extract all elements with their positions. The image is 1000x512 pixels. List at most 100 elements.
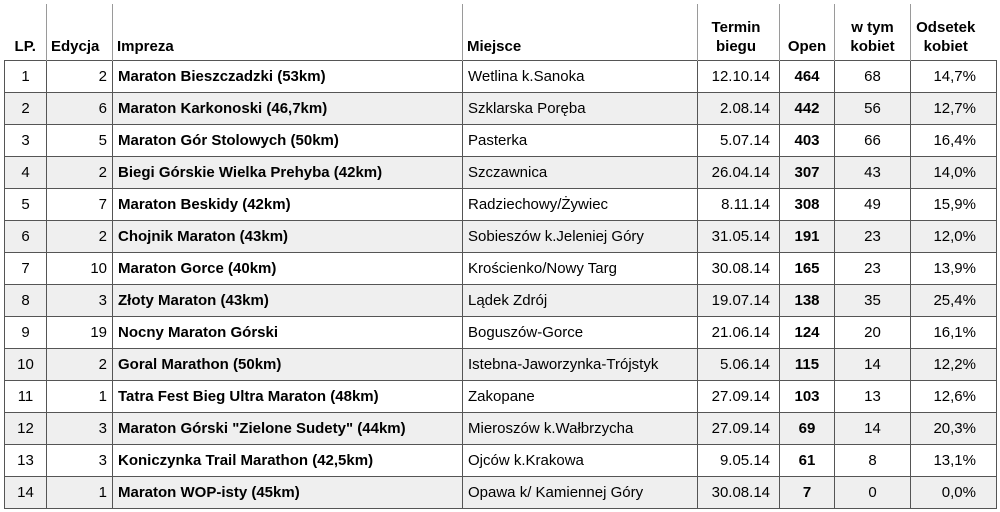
table-cell: 8: [4, 284, 47, 317]
table-cell: 13,9%: [910, 252, 997, 285]
table-row: 7 10 Maraton Gorce (40km) Krościenko/Nowy T…: [4, 252, 997, 285]
table-cell: 308: [779, 188, 835, 221]
table-cell: Ojców k.Krakowa: [462, 444, 698, 477]
table-cell: 31.05.14: [697, 220, 780, 253]
table-cell: 0: [834, 476, 911, 509]
table-cell: 138: [779, 284, 835, 317]
table-cell: Maraton WOP-isty (45km): [112, 476, 463, 509]
table-cell: 19.07.14: [697, 284, 780, 317]
table-cell: 191: [779, 220, 835, 253]
table-cell: 16,4%: [910, 124, 997, 157]
table-cell: 1: [4, 60, 47, 93]
table-cell: Boguszów-Gorce: [462, 316, 698, 349]
table-cell: 2: [46, 156, 113, 189]
column-header: w tym kobiet: [834, 4, 911, 61]
table-cell: Mieroszów k.Wałbrzycha: [462, 412, 698, 445]
table-cell: 4: [4, 156, 47, 189]
table-cell: 16,1%: [910, 316, 997, 349]
table-cell: 49: [834, 188, 911, 221]
table-cell: 9.05.14: [697, 444, 780, 477]
table-cell: 1: [46, 380, 113, 413]
table-cell: 14,0%: [910, 156, 997, 189]
table-cell: 20,3%: [910, 412, 997, 445]
table-row: 11 1 Tatra Fest Bieg Ultra Maraton (48km) Z…: [4, 380, 997, 413]
table-cell: 5.07.14: [697, 124, 780, 157]
table-cell: 21.06.14: [697, 316, 780, 349]
table-cell: 61: [779, 444, 835, 477]
table-cell: Zakopane: [462, 380, 698, 413]
table-cell: 9: [4, 316, 47, 349]
table-cell: 20: [834, 316, 911, 349]
results-table: LP. Edycja Impreza Miejsce Termin biegu Open w…: [4, 4, 997, 509]
table-cell: 19: [46, 316, 113, 349]
table-cell: Lądek Zdrój: [462, 284, 698, 317]
table-cell: 3: [46, 284, 113, 317]
table-cell: 13,1%: [910, 444, 997, 477]
table-cell: 103: [779, 380, 835, 413]
table-row: 9 19 Nocny Maraton Górski Boguszów-Gorce 21.…: [4, 316, 997, 349]
table-cell: Złoty Maraton (43km): [112, 284, 463, 317]
table-cell: Krościenko/Nowy Targ: [462, 252, 698, 285]
table-cell: 2: [4, 92, 47, 125]
column-header: Impreza: [112, 4, 463, 61]
table-cell: 12,2%: [910, 348, 997, 381]
table-cell: Szklarska Poręba: [462, 92, 698, 125]
table-cell: 403: [779, 124, 835, 157]
table-cell: Maraton Bieszczadzki (53km): [112, 60, 463, 93]
table-cell: Szczawnica: [462, 156, 698, 189]
table-cell: 12,7%: [910, 92, 997, 125]
column-header: LP.: [14, 38, 36, 55]
table-row: 10 2 Goral Marathon (50km) Istebna-Jaworzyn…: [4, 348, 997, 381]
table-cell: 2: [46, 348, 113, 381]
table-cell: 10: [4, 348, 47, 381]
table-cell: 464: [779, 60, 835, 93]
table-cell: 5.06.14: [697, 348, 780, 381]
table-cell: 7: [779, 476, 835, 509]
table-cell: 14: [4, 476, 47, 509]
table-cell: 442: [779, 92, 835, 125]
table-cell: Maraton Beskidy (42km): [112, 188, 463, 221]
table-cell: 23: [834, 252, 911, 285]
table-row: 13 3 Koniczynka Trail Marathon (42,5km) Ojc…: [4, 444, 997, 477]
table-cell: 66: [834, 124, 911, 157]
table-cell: 3: [46, 444, 113, 477]
table-cell: 30.08.14: [697, 476, 780, 509]
column-header: Miejsce: [462, 4, 698, 61]
column-header: Open: [779, 4, 835, 61]
table-cell: 12,6%: [910, 380, 997, 413]
table-cell: 2.08.14: [697, 92, 780, 125]
table-cell: 15,9%: [910, 188, 997, 221]
table-cell: Tatra Fest Bieg Ultra Maraton (48km): [112, 380, 463, 413]
table-cell: 307: [779, 156, 835, 189]
table-body: 1 2 Maraton Bieszczadzki (53km) Wetlina k.S…: [4, 60, 997, 509]
table-cell: 23: [834, 220, 911, 253]
table-cell: 6: [4, 220, 47, 253]
table-cell: 14: [834, 412, 911, 445]
table-row: 14 1 Maraton WOP-isty (45km) Opawa k/ Kamie…: [4, 476, 997, 509]
table-cell: 12: [4, 412, 47, 445]
column-header: Odsetek kobiet: [910, 4, 997, 61]
table-cell: 13: [834, 380, 911, 413]
table-cell: Opawa k/ Kamiennej Góry: [462, 476, 698, 509]
table-cell: 5: [4, 188, 47, 221]
table-cell: 26.04.14: [697, 156, 780, 189]
table-cell: 69: [779, 412, 835, 445]
table-row: 2 6 Maraton Karkonoski (46,7km) Szklarska P…: [4, 92, 997, 125]
table-cell: 12,0%: [910, 220, 997, 253]
table-cell: Maraton Gorce (40km): [112, 252, 463, 285]
table-cell: Sobieszów k.Jeleniej Góry: [462, 220, 698, 253]
table-cell: 56: [834, 92, 911, 125]
table-row: 4 2 Biegi Górskie Wielka Prehyba (42km) Szc…: [4, 156, 997, 189]
table-cell: Pasterka: [462, 124, 698, 157]
table-cell: 25,4%: [910, 284, 997, 317]
table-cell: Maraton Górski "Zielone Sudety" (44km): [112, 412, 463, 445]
table-cell: 1: [46, 476, 113, 509]
table-cell: Radziechowy/Żywiec: [462, 188, 698, 221]
table-cell: Biegi Górskie Wielka Prehyba (42km): [112, 156, 463, 189]
table-cell: 2: [46, 220, 113, 253]
table-cell: 43: [834, 156, 911, 189]
column-header: Edycja: [46, 4, 113, 61]
table-cell: 3: [4, 124, 47, 157]
table-cell: 27.09.14: [697, 412, 780, 445]
